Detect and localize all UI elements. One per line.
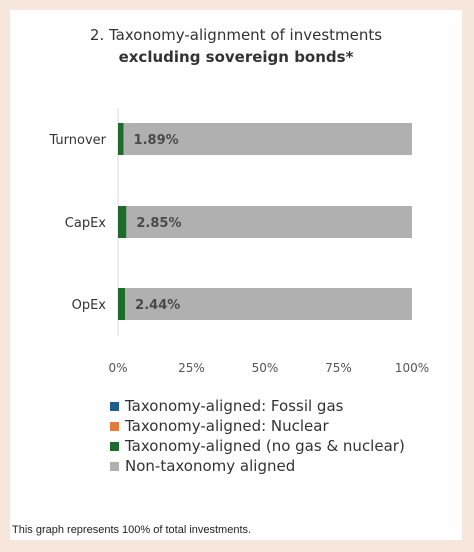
bar-capex-series-3: [126, 206, 412, 238]
legend-label-fossil-gas: Taxonomy-aligned: Fossil gas: [125, 397, 344, 415]
bar-turnover-series-2: [118, 123, 124, 155]
legend-item-nuclear: Taxonomy-aligned: Nuclear: [110, 416, 405, 436]
x-tick-label-4: 100%: [395, 361, 429, 375]
chart-legend: Taxonomy-aligned: Fossil gas Taxonomy-al…: [110, 396, 405, 476]
legend-item-fossil-gas: Taxonomy-aligned: Fossil gas: [110, 396, 405, 416]
legend-label-nuclear: Taxonomy-aligned: Nuclear: [125, 417, 329, 435]
data-label-turnover: 1.89%: [134, 133, 179, 148]
legend-swatch-nuclear: [110, 421, 119, 431]
category-label-opex: OpEx: [72, 298, 107, 313]
category-label-capex: CapEx: [65, 216, 107, 231]
bar-opex-series-3: [125, 288, 413, 320]
chart-title-line2: excluding sovereign bonds*: [118, 48, 354, 66]
legend-swatch-fossil-gas: [110, 401, 119, 411]
chart-panel: 2. Taxonomy-alignment of investments exc…: [10, 10, 462, 540]
legend-item-aligned: Taxonomy-aligned (no gas & nuclear): [110, 436, 405, 456]
x-tick-label-2: 50%: [252, 361, 279, 375]
bar-chart: Turnover 1.89% CapEx 2.85% OpEx 2.44% 0% 25% 50%…: [48, 108, 429, 375]
data-label-opex: 2.44%: [135, 298, 180, 313]
chart-title-line1: 2. Taxonomy-alignment of investments: [89, 26, 383, 44]
data-label-capex: 2.85%: [136, 216, 181, 231]
x-tick-label-0: 0%: [108, 361, 127, 375]
x-tick-label-3: 75%: [325, 361, 352, 375]
x-tick-label-1: 25%: [178, 361, 205, 375]
bar-turnover-series-3: [123, 123, 412, 155]
footnote: This graph represents 100% of total inve…: [12, 524, 252, 536]
bar-capex-series-2: [118, 206, 127, 238]
legend-swatch-non-aligned: [110, 461, 119, 471]
chart-title: 2. Taxonomy-alignment of investments exc…: [10, 24, 462, 68]
legend-swatch-aligned: [110, 441, 119, 451]
legend-item-non-aligned: Non-taxonomy aligned: [110, 456, 405, 476]
category-label-turnover: Turnover: [48, 133, 106, 148]
legend-label-non-aligned: Non-taxonomy aligned: [125, 457, 296, 475]
bar-opex-series-2: [118, 288, 126, 320]
legend-label-aligned: Taxonomy-aligned (no gas & nuclear): [125, 437, 405, 455]
